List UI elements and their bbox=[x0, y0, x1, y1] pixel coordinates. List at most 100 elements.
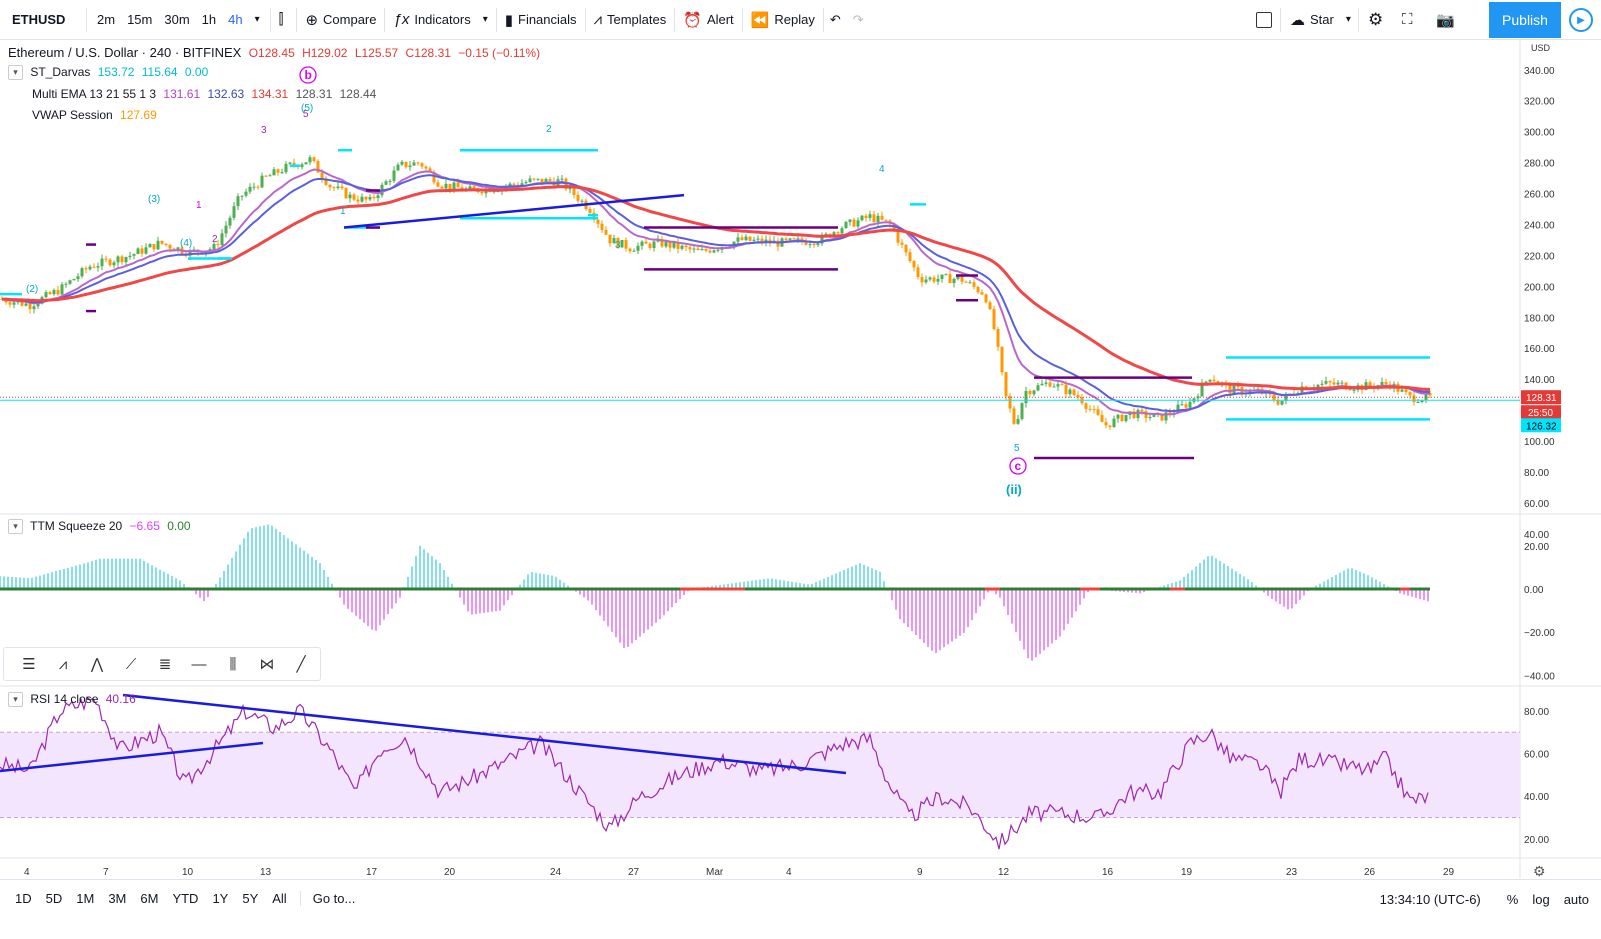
rsi-trend-line-up[interactable] bbox=[0, 741, 264, 773]
range-1y[interactable]: 1Y bbox=[212, 891, 229, 906]
settings-button[interactable]: ⚙ bbox=[1360, 0, 1391, 40]
wave-4b-label: 4 bbox=[879, 164, 885, 175]
rsi-trend-line-down[interactable] bbox=[122, 693, 847, 775]
range-1d[interactable]: 1D bbox=[15, 891, 32, 906]
legend-collapse-button[interactable]: ▾ bbox=[8, 519, 23, 535]
range-ytd[interactable]: YTD bbox=[172, 891, 199, 906]
square-icon bbox=[1256, 11, 1272, 28]
ema-name[interactable]: Multi EMA 13 21 55 1 3 bbox=[32, 87, 157, 101]
candle-body bbox=[56, 289, 60, 295]
alert-label: Alert bbox=[706, 12, 734, 27]
range-6m[interactable]: 6M bbox=[140, 891, 159, 906]
play-icon[interactable]: ▶ bbox=[1569, 8, 1593, 32]
candle-body bbox=[904, 244, 908, 253]
candle-body bbox=[1212, 379, 1216, 382]
candle-body bbox=[344, 188, 348, 199]
candle-body bbox=[220, 233, 224, 246]
ttm-name[interactable]: TTM Squeeze 20 bbox=[30, 519, 123, 533]
rewind-icon: ⏪ bbox=[750, 11, 770, 29]
clock-timezone[interactable]: 13:34:10 (UTC-6) bbox=[1379, 891, 1481, 907]
vwap-legend: VWAP Session 127.69 bbox=[32, 108, 161, 122]
candle-body bbox=[116, 256, 120, 263]
candle-body bbox=[284, 163, 288, 173]
candle-body bbox=[512, 183, 516, 185]
range-all[interactable]: All bbox=[272, 891, 287, 906]
curve-tool-icon[interactable]: ⟋ bbox=[125, 655, 137, 673]
symbol-search[interactable]: ETHUSD bbox=[12, 12, 66, 27]
darvas-name[interactable]: ST_Darvas bbox=[30, 65, 91, 79]
interval-15m[interactable]: 15m bbox=[127, 12, 153, 27]
chart-canvas[interactable]: 340.00320.00300.00280.00260.00240.00220.… bbox=[0, 40, 1601, 879]
candle-body bbox=[224, 225, 228, 234]
candle-body bbox=[1032, 390, 1036, 395]
ema-value-4: 128.31 bbox=[295, 87, 333, 101]
templates-button[interactable]: ⩘ Templates bbox=[586, 0, 675, 40]
countdown-tag bbox=[1521, 405, 1561, 420]
candle-body bbox=[1168, 412, 1172, 415]
financials-button[interactable]: ▮ Financials bbox=[497, 0, 585, 40]
candle-body bbox=[524, 182, 528, 184]
log-toggle[interactable]: log bbox=[1532, 891, 1550, 907]
interval-4h[interactable]: 4h bbox=[228, 12, 243, 27]
rsi-name[interactable]: RSI 14 close bbox=[30, 692, 99, 706]
candle-body bbox=[392, 170, 396, 181]
ema-legend: Multi EMA 13 21 55 1 3 131.61 132.63 134… bbox=[32, 87, 380, 101]
ohlc-open: O128.45 bbox=[248, 46, 295, 60]
candle-body bbox=[1164, 412, 1168, 421]
candle-body bbox=[808, 244, 812, 246]
interval-2m[interactable]: 2m bbox=[97, 12, 116, 27]
interval-1h[interactable]: 1h bbox=[201, 12, 217, 27]
abc-pattern-icon[interactable]: ⩘ bbox=[58, 655, 68, 673]
percent-toggle[interactable]: % bbox=[1506, 891, 1519, 907]
vertical-lines-icon[interactable]: ⫼ bbox=[229, 655, 237, 673]
range-5d[interactable]: 5D bbox=[45, 891, 63, 906]
publish-button[interactable]: Publish bbox=[1489, 2, 1561, 38]
candle-body bbox=[80, 268, 84, 277]
candle-body bbox=[1204, 381, 1208, 383]
candle-body bbox=[968, 282, 972, 284]
time-tick-label: 17 bbox=[366, 867, 378, 878]
horizontal-line-icon[interactable]: — bbox=[191, 655, 207, 673]
candle-body bbox=[672, 242, 676, 248]
candle-body bbox=[1384, 382, 1388, 385]
interval-dropdown-chevron-icon[interactable]: ▾ bbox=[254, 14, 260, 25]
candle-body bbox=[160, 240, 164, 244]
chart-type-button[interactable]: ⫿ bbox=[271, 0, 297, 40]
alarm-clock-icon: ⏰ bbox=[683, 11, 702, 29]
ttm-legend: ▾ TTM Squeeze 20 −6.65 0.00 bbox=[8, 519, 195, 535]
snapshot-button[interactable]: 📷 bbox=[1428, 0, 1463, 40]
trend-line[interactable] bbox=[343, 193, 685, 229]
xabcd-pattern-icon[interactable]: ⋈ bbox=[259, 656, 275, 673]
candle-body bbox=[1200, 382, 1204, 397]
candle-body bbox=[228, 217, 232, 226]
candle-body bbox=[1044, 382, 1048, 384]
trend-line-icon[interactable]: ╱ bbox=[296, 656, 306, 673]
candle-body bbox=[876, 215, 880, 223]
lines-tool-icon[interactable]: ☰ bbox=[22, 656, 36, 673]
star-button[interactable]: ☁ Star ▾ bbox=[1282, 0, 1359, 40]
undo-button[interactable]: ↶ bbox=[824, 0, 847, 40]
indicators-button[interactable]: ƒx Indicators ▾ bbox=[385, 0, 495, 40]
compare-button[interactable]: ⊕ Compare bbox=[297, 0, 384, 40]
replay-button[interactable]: ⏪ Replay bbox=[743, 0, 823, 40]
range-5y[interactable]: 5Y bbox=[242, 891, 259, 906]
range-1m[interactable]: 1M bbox=[76, 891, 95, 906]
fullscreen-button[interactable]: ⛶ bbox=[1394, 0, 1421, 40]
ttm-value-2: 0.00 bbox=[167, 519, 191, 533]
layout-button[interactable] bbox=[1248, 0, 1280, 40]
candle-body bbox=[536, 178, 540, 180]
interval-30m[interactable]: 30m bbox=[164, 12, 190, 27]
auto-toggle[interactable]: auto bbox=[1563, 891, 1589, 907]
vwap-name[interactable]: VWAP Session bbox=[32, 108, 113, 122]
legend-collapse-button[interactable]: ▾ bbox=[8, 692, 23, 708]
candle-body bbox=[700, 249, 704, 251]
goto-button[interactable]: Go to... bbox=[299, 891, 368, 906]
range-3m[interactable]: 3M bbox=[108, 891, 127, 906]
elliott-wave-icon[interactable]: ⋀ bbox=[90, 656, 104, 673]
legend-collapse-button[interactable]: ▾ bbox=[8, 65, 23, 81]
fib-tool-icon[interactable]: ≣ bbox=[158, 656, 172, 673]
time-tick-label: 13 bbox=[260, 867, 272, 878]
alert-button[interactable]: ⏰ Alert bbox=[675, 0, 741, 40]
redo-button[interactable]: ↷ bbox=[847, 0, 870, 40]
